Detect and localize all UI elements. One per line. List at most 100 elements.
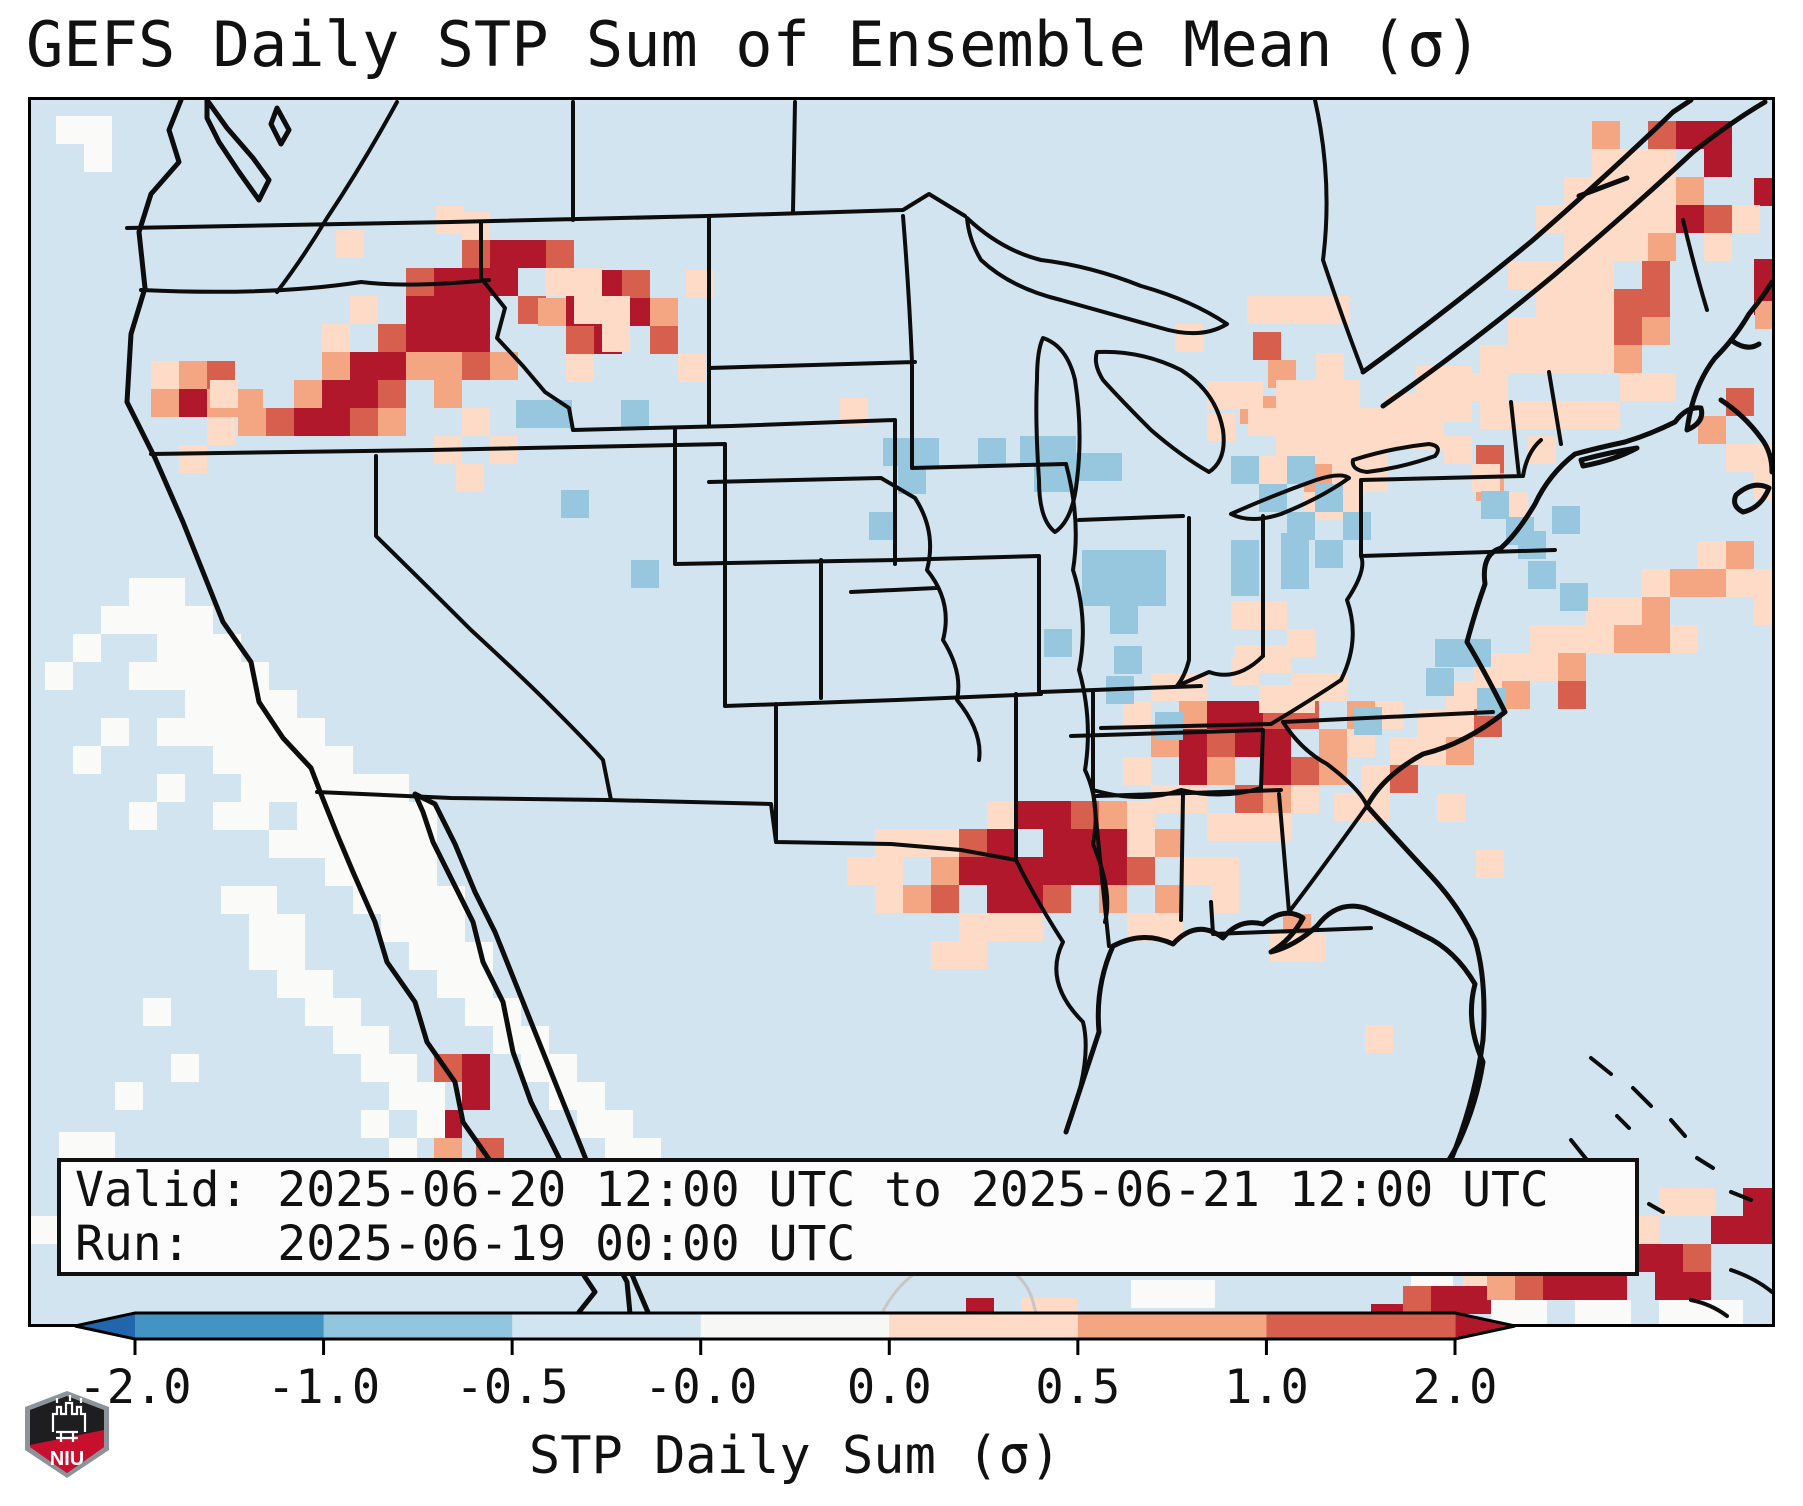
heatmap-cell [1403,1286,1431,1314]
heatmap-cell [1642,597,1670,625]
colorbar-segment [512,1313,702,1339]
heatmap-cell [456,464,484,492]
heatmap-cell [277,970,333,998]
heatmap-cell [361,1110,389,1138]
heatmap-cell [1726,541,1754,569]
heatmap-cell [1155,829,1183,857]
heatmap-cell [157,634,241,662]
heatmap-cell [361,1054,417,1082]
heatmap-cell [978,438,1006,466]
heatmap-cell [378,408,406,436]
colorbar [74,1311,1516,1355]
heatmap-cell [869,512,897,540]
heatmap-cell [1704,233,1732,261]
heatmap-cell [1726,444,1772,472]
heatmap-cell [1231,601,1287,629]
heatmap-cell [1586,597,1642,625]
heatmap-cell [1365,1025,1393,1053]
colorbar-arrow [75,1313,135,1339]
heatmap-cell [561,490,589,518]
colorbar-tick-label: -0.5 [455,1360,569,1415]
heatmap-cell [959,857,1015,885]
colorbar-tick-label: -1.0 [266,1360,381,1415]
heatmap-cell [462,212,490,240]
heatmap-cell [1435,639,1491,667]
heatmap-cell [101,718,129,746]
heatmap-cell [115,1082,143,1110]
heatmap-cell [1732,205,1760,233]
colorbar-tick-label: 0.0 [846,1360,932,1415]
heatmap-cell [490,240,546,268]
colorbar-segment [135,1313,325,1339]
heatmap-cell [1066,453,1122,481]
colorbar-segment [323,1313,513,1339]
heatmap-cell [1592,121,1620,149]
heatmap-cell [305,998,361,1026]
heatmap-cell [1480,401,1564,429]
heatmap-cell [1698,541,1726,569]
logo-org-text: NIU [50,1448,84,1470]
heatmap-cell [1543,1272,1627,1300]
heatmap-cell [179,389,207,417]
colorbar-tick-label: 1.0 [1223,1360,1309,1415]
heatmap-cell [1452,373,1508,401]
heatmap-cell [1536,289,1614,317]
heatmap-cell [1743,1188,1772,1216]
heatmap-cell [73,746,101,774]
heatmap-cell [1183,857,1239,885]
heatmap-cell [1315,540,1343,568]
heatmap-cell [378,324,406,352]
heatmap-cell [333,1026,389,1054]
heatmap-cell [434,380,462,408]
heatmap-cell [931,885,959,913]
niu-logo: NIU [25,1391,109,1478]
heatmap-cell [294,408,350,436]
heatmap-cell [1726,569,1772,597]
heatmap-cell [1670,625,1698,653]
heatmap-cell [1528,561,1556,589]
heatmap-cell [1558,653,1586,681]
heatmap-cell [406,268,434,296]
heatmap-cell [350,296,378,324]
heatmap-cell [1291,757,1319,785]
heatmap-cell [1127,829,1155,857]
heatmap-cell [1508,261,1614,289]
heatmap-cell [1015,857,1127,885]
heatmap-cell [1614,345,1642,373]
heatmap-cell [45,662,73,690]
heatmap-cell [322,352,350,380]
colorbar-segment [1077,1313,1268,1339]
heatmap-cell [213,746,353,774]
heatmap-cell [417,1110,445,1138]
heatmap-cell [566,354,594,382]
heatmap-cell [84,144,112,172]
heatmap-cell [1207,729,1235,757]
heatmap-cell [1015,801,1071,829]
heatmap-cell [875,885,903,913]
colorbar-arrow [1455,1313,1515,1339]
heatmap-cell [847,857,903,885]
heatmap-cell [1207,757,1235,785]
heatmap-cell [350,352,406,380]
colorbar-tick-marks [133,1339,1457,1355]
heatmap-cell [538,298,566,326]
heatmap-cell [266,408,294,436]
heatmap-cell [650,298,678,326]
heatmap-cell [56,116,112,144]
heatmap-cell [1642,317,1670,345]
heatmap-cell [1082,578,1166,606]
heatmap-cell [294,380,322,408]
heatmap-cell [1444,436,1472,464]
heatmap-cell [171,1054,199,1082]
colorbar-tick-label: -0.0 [644,1360,758,1415]
heatmap-cell [1592,149,1676,177]
heatmap-cell [381,914,465,942]
heatmap-cell [1642,261,1670,317]
heatmap-cell [903,885,931,913]
heatmap-cell [622,270,650,298]
heatmap-cell [1354,707,1382,735]
heatmap-cell [1291,785,1319,813]
heatmap-cell [1437,794,1465,822]
heatmap-cell [157,718,325,746]
heatmap-cell [1211,885,1239,913]
